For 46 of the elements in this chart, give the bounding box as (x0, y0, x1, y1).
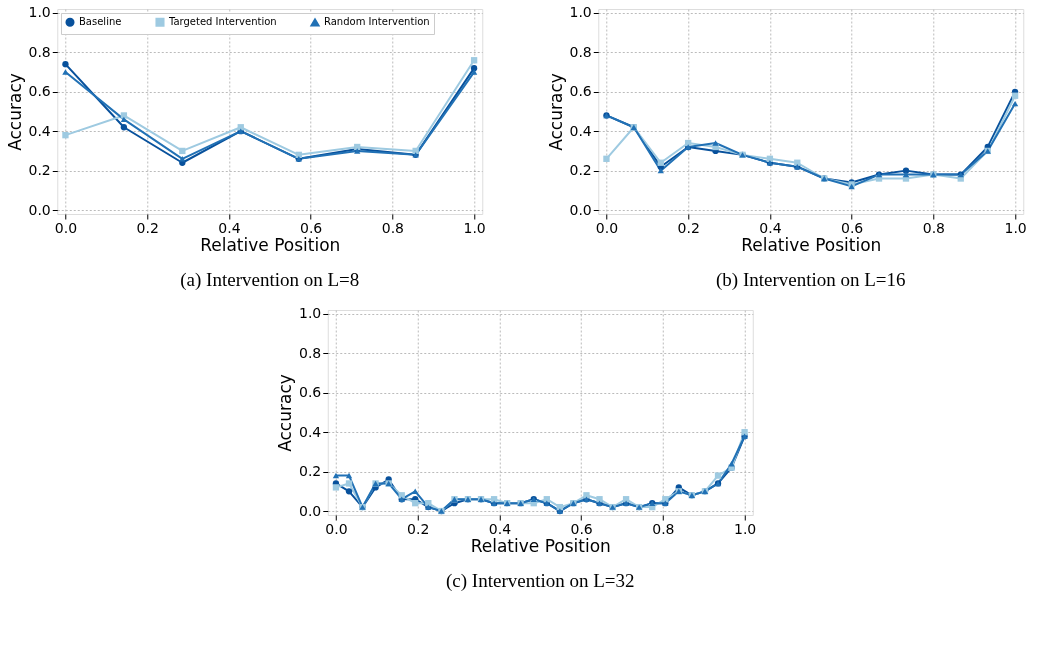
y-tick-label: 0.0 (28, 201, 51, 218)
x-axis-title: Relative Position (741, 234, 882, 255)
y-tick-label: 0.8 (299, 344, 322, 361)
y-tick-label: 0.4 (299, 423, 322, 440)
y-tick-label: 1.0 (569, 4, 592, 21)
x-tick-label: 0.6 (841, 219, 864, 236)
x-tick-label: 1.0 (463, 219, 486, 236)
y-tick-label: 1.0 (28, 4, 51, 21)
y-tick-label: 0.8 (569, 43, 592, 60)
legend-label: Baseline (79, 16, 122, 28)
y-tick-label: 0.0 (299, 502, 322, 519)
x-tick-label: 0.4 (218, 219, 241, 236)
y-tick-label: 0.2 (299, 463, 322, 480)
x-tick-label: 0.0 (325, 520, 348, 537)
x-tick-label: 0.8 (652, 520, 675, 537)
y-tick-label: 0.2 (569, 162, 592, 179)
x-axis-title: Relative Position (200, 234, 341, 255)
y-tick-label: 0.4 (569, 122, 592, 139)
y-tick-label: 0.6 (28, 83, 51, 100)
x-tick-label: 0.4 (759, 219, 782, 236)
text: (c) Intervention on L=32 (446, 570, 635, 592)
y-tick-label: 0.2 (28, 162, 51, 179)
y-axis-title: Accuracy (4, 73, 25, 151)
text: (b) Intervention on L=16 (715, 269, 906, 291)
x-tick-label: 0.2 (677, 219, 700, 236)
legend-label: Random Intervention (324, 16, 430, 28)
y-tick-label: 0.8 (28, 43, 51, 60)
y-tick-label: 0.0 (569, 201, 592, 218)
x-tick-label: 0.4 (488, 520, 512, 537)
y-axis-title: Accuracy (545, 73, 566, 151)
x-tick-label: 0.0 (595, 219, 619, 236)
y-tick-label: 0.4 (28, 122, 51, 139)
text: (a) Intervention on L=8 (180, 269, 360, 291)
x-tick-label: 0.8 (922, 219, 945, 236)
x-tick-label: 1.0 (1004, 219, 1027, 236)
x-tick-label: 0.2 (407, 520, 430, 537)
y-tick-label: 1.0 (299, 305, 322, 322)
y-tick-label: 0.6 (299, 384, 322, 401)
x-tick-label: 0.8 (381, 219, 404, 236)
x-tick-label: 0.0 (54, 219, 78, 236)
legend-label: Targeted Intervention (168, 16, 277, 28)
x-axis-title: Relative Position (470, 535, 611, 556)
y-tick-label: 0.6 (569, 83, 592, 100)
y-axis-title: Accuracy (275, 374, 296, 452)
x-tick-label: 0.2 (136, 219, 159, 236)
x-tick-label: 1.0 (733, 520, 757, 537)
